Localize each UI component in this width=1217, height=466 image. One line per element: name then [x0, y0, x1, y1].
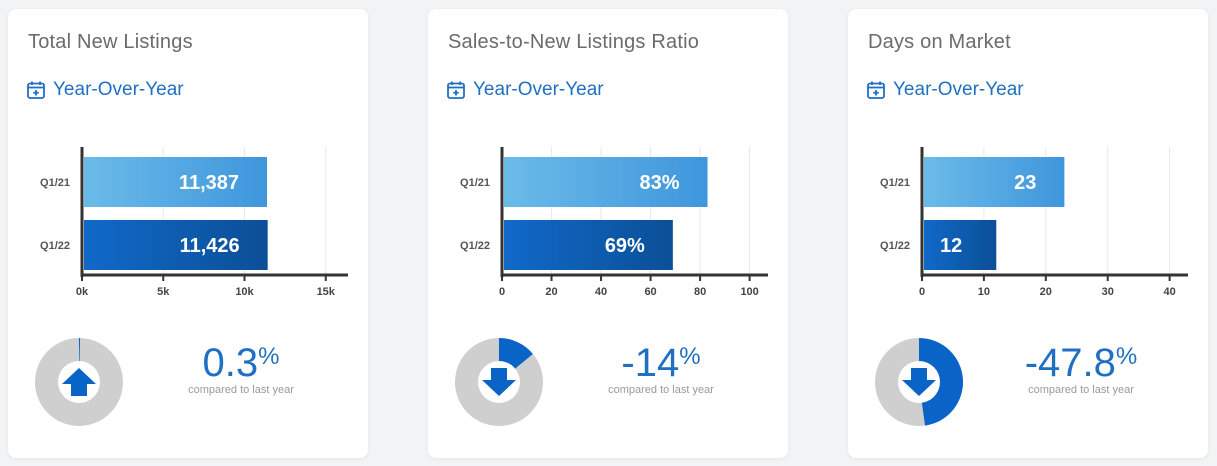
bar-value-label: 11,426: [180, 235, 240, 257]
bar-q1-22: [84, 220, 268, 270]
bar-chart: Q1/21 11,387 Q1/22 11,426 0k 5k 10k 15k: [40, 147, 348, 298]
calendar-plus-icon: [27, 81, 45, 99]
x-tick-label: 20: [545, 286, 557, 298]
bar-q1-21: [84, 157, 268, 207]
bar-value-label: 11,387: [179, 172, 239, 194]
change-caption: compared to last year: [1028, 384, 1134, 396]
x-tick-label: 40: [595, 286, 607, 298]
change-caption: compared to last year: [188, 384, 294, 396]
bar-value-label: 12: [940, 235, 962, 257]
x-tick-label: 80: [694, 286, 706, 298]
bar-value-label: 83%: [639, 172, 679, 194]
category-label: Q1/21: [460, 177, 490, 189]
category-label: Q1/22: [40, 240, 70, 252]
category-label: Q1/22: [460, 240, 490, 252]
bar-q1-21: [924, 157, 1065, 207]
bar-q1-22: [924, 220, 997, 270]
x-tick-label: 10: [978, 286, 990, 298]
x-tick-label: 5k: [157, 286, 170, 298]
arrow-up-icon: [62, 368, 96, 396]
calendar-plus-icon: [867, 81, 885, 99]
change-donut: [875, 338, 963, 426]
x-tick-label: 40: [1163, 286, 1175, 298]
card-sales-to-new-listings-ratio: Sales-to-New Listings Ratio Year-Over-Ye…: [428, 9, 788, 458]
bar-chart: Q1/21 83% Q1/22 69% 0 20 40 60 80 100: [460, 147, 768, 298]
x-tick-label: 10k: [235, 286, 254, 298]
x-tick-label: 0: [499, 286, 505, 298]
bar-value-label: 69%: [605, 235, 645, 257]
change-donut: [455, 338, 543, 426]
x-tick-label: 0k: [76, 286, 89, 298]
x-tick-label: 20: [1040, 286, 1052, 298]
category-label: Q1/22: [880, 240, 910, 252]
category-label: Q1/21: [880, 177, 910, 189]
change-caption: compared to last year: [608, 384, 714, 396]
bar-q1-22: [504, 220, 673, 270]
change-value: -47.8%: [1024, 341, 1138, 385]
bar-chart: Q1/21 23 Q1/22 12 0 10 20 30 40: [880, 147, 1188, 298]
card-days-on-market: Days on Market Year-Over-Year Q1/21 23 Q1/…: [848, 9, 1208, 458]
arrow-down-icon: [902, 368, 936, 396]
card-title: Sales-to-New Listings Ratio: [448, 31, 700, 53]
x-tick-label: 60: [644, 286, 656, 298]
change-value: 0.3%: [202, 341, 280, 385]
card-total-new-listings: Total New Listings Year-Over-Year Q1/21 1…: [8, 9, 368, 458]
x-tick-label: 0: [919, 286, 925, 298]
period-label: Year-Over-Year: [53, 79, 184, 100]
card-title: Total New Listings: [28, 31, 193, 53]
period-selector[interactable]: Year-Over-Year: [866, 79, 1024, 101]
x-tick-label: 100: [740, 286, 758, 298]
x-tick-label: 15k: [317, 286, 336, 298]
period-label: Year-Over-Year: [473, 79, 604, 100]
bar-q1-21: [504, 157, 708, 207]
category-label: Q1/21: [40, 177, 70, 189]
x-tick-label: 30: [1102, 286, 1114, 298]
period-label: Year-Over-Year: [893, 79, 1024, 100]
change-donut: [35, 338, 123, 426]
period-selector[interactable]: Year-Over-Year: [26, 79, 184, 101]
change-value: -14%: [621, 341, 701, 385]
bar-value-label: 23: [1014, 172, 1036, 194]
calendar-plus-icon: [447, 81, 465, 99]
card-title: Days on Market: [868, 31, 1011, 53]
period-selector[interactable]: Year-Over-Year: [446, 79, 604, 101]
arrow-down-icon: [482, 368, 516, 396]
donut-segment: [919, 338, 963, 426]
